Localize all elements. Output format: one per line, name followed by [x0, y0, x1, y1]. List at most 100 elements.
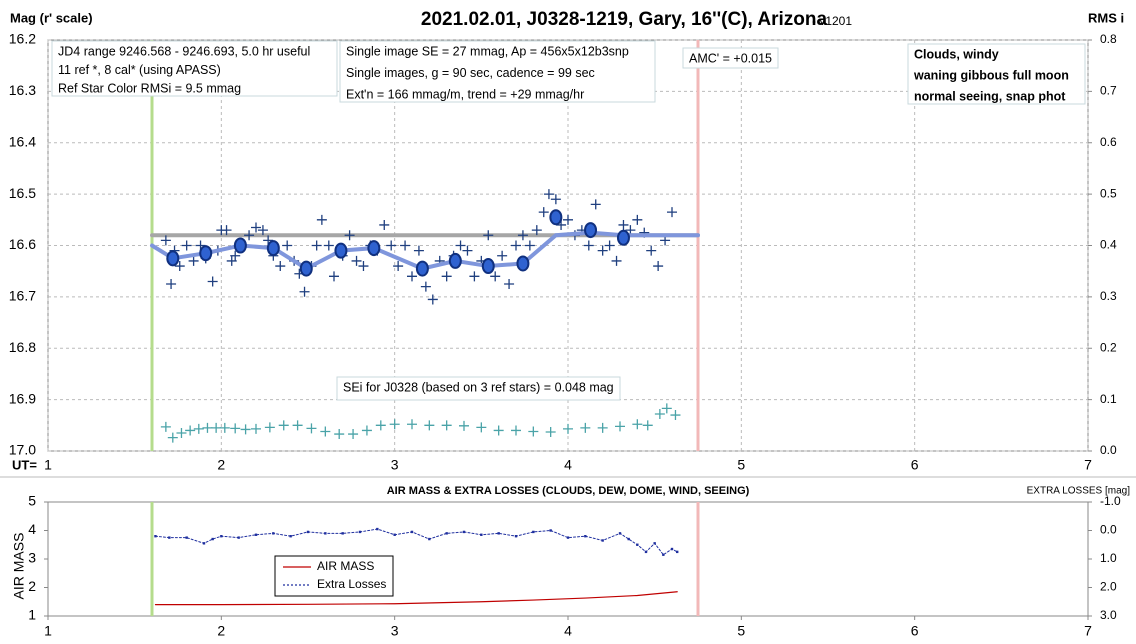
point — [428, 537, 431, 541]
point — [334, 429, 345, 440]
point — [166, 279, 177, 290]
y-tick-label: 17.0 — [9, 442, 36, 458]
point — [538, 207, 549, 218]
point — [661, 403, 672, 414]
x-tick-label: 6 — [911, 457, 919, 473]
point — [583, 240, 594, 251]
point — [601, 539, 604, 542]
y-tick-label: 16.4 — [9, 133, 36, 149]
point — [584, 535, 587, 538]
point — [627, 537, 630, 541]
y-tick-label: 2 — [28, 578, 36, 594]
y2-tick-label: 3.0 — [1100, 608, 1117, 622]
point — [193, 423, 204, 434]
point — [254, 533, 258, 536]
point — [618, 532, 622, 535]
y2-tick-label: 1.0 — [1100, 551, 1117, 565]
x-tick-label: 7 — [1084, 623, 1092, 639]
point — [566, 536, 570, 539]
bin-point — [299, 260, 313, 277]
y2-tick-label: 0.3 — [1100, 289, 1117, 303]
bin-point — [584, 222, 598, 239]
point — [341, 532, 344, 535]
y2-tick-label: 0.0 — [1100, 523, 1117, 537]
point — [348, 429, 359, 440]
point — [320, 426, 331, 437]
annotation-text: JD4 range 9246.568 - 9246.693, 5.0 hr us… — [58, 44, 310, 58]
point — [379, 219, 390, 230]
point — [181, 240, 192, 251]
point — [636, 543, 639, 546]
point — [441, 271, 452, 282]
point — [202, 422, 213, 433]
annotation-text: SEi for J0328 (based on 3 ref stars) = 0… — [343, 380, 614, 394]
point — [543, 189, 554, 200]
point — [264, 422, 275, 433]
point — [459, 420, 469, 431]
y2-tick-label: 0.7 — [1100, 84, 1117, 98]
point — [278, 420, 289, 431]
y-axis-label: AIR MASS — [11, 533, 27, 600]
point — [220, 535, 223, 538]
x-tick-label: 5 — [737, 457, 745, 473]
point — [611, 255, 622, 266]
bin-point — [266, 240, 280, 257]
y-tick-label: 3 — [28, 550, 36, 566]
annotation-box — [907, 43, 1086, 105]
x-tick-label: 1 — [44, 457, 52, 473]
point — [653, 261, 664, 272]
bin-point — [415, 260, 429, 277]
point — [604, 240, 615, 251]
point — [420, 281, 431, 292]
annotation-box — [339, 40, 656, 103]
point — [483, 230, 494, 241]
bin-point — [549, 209, 563, 226]
y-tick-label: 16.7 — [9, 288, 36, 304]
point — [230, 423, 241, 434]
point — [646, 245, 657, 256]
point — [221, 225, 232, 236]
point — [514, 535, 518, 538]
point — [632, 419, 643, 430]
point — [272, 532, 275, 535]
point — [615, 421, 625, 432]
point — [424, 420, 435, 431]
y-tick-label: 5 — [28, 493, 36, 509]
point — [667, 207, 677, 218]
point — [211, 422, 222, 433]
y2-axis-label: RMS i — [1088, 10, 1124, 25]
point — [211, 537, 214, 541]
point — [653, 542, 656, 545]
annotation-box — [682, 47, 779, 69]
bin-point — [616, 229, 630, 246]
y-tick-label: 4 — [28, 521, 36, 537]
y-tick-label: 16.5 — [9, 185, 36, 201]
point — [316, 214, 327, 225]
point — [393, 533, 396, 536]
point — [188, 255, 199, 266]
point — [202, 542, 206, 545]
x-tick-label: 3 — [391, 457, 399, 473]
point — [497, 532, 500, 535]
annotation-text: Single image SE = 27 mmag, Ap = 456x5x12… — [346, 44, 629, 58]
point — [219, 422, 230, 433]
y2-tick-label: 2.0 — [1100, 580, 1117, 594]
point — [597, 245, 608, 256]
point — [329, 271, 339, 282]
bin-point — [334, 242, 348, 259]
point — [386, 240, 397, 251]
x-tick-label: 4 — [564, 457, 572, 473]
point — [154, 535, 157, 538]
point — [590, 199, 601, 210]
bin-point — [367, 240, 381, 257]
point — [642, 420, 653, 431]
x-tick-label: 6 — [911, 623, 919, 639]
point — [517, 230, 528, 241]
point — [375, 420, 386, 431]
point — [400, 240, 411, 251]
point — [237, 536, 240, 539]
y2-tick-label: 0.5 — [1100, 186, 1117, 200]
point — [528, 426, 539, 437]
series-line — [150, 230, 700, 271]
